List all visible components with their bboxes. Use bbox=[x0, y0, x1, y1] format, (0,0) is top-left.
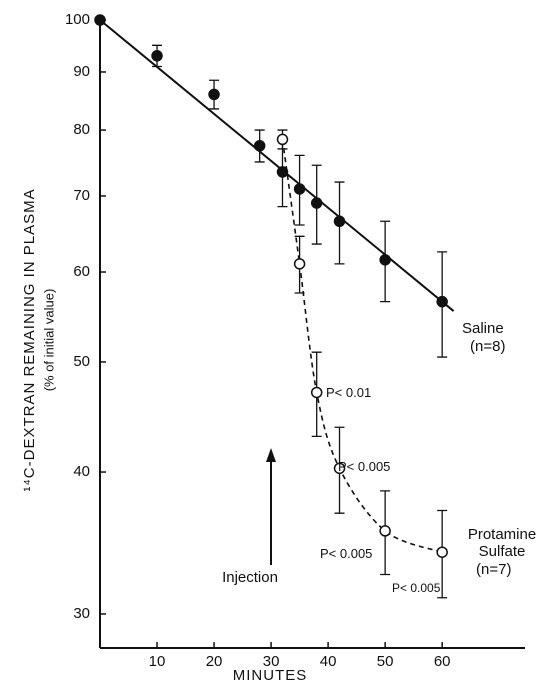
y-tick-label: 60 bbox=[73, 263, 90, 280]
data-point bbox=[379, 254, 391, 266]
data-point bbox=[253, 139, 266, 152]
data-point bbox=[436, 295, 448, 308]
data-point bbox=[293, 258, 306, 270]
y-tick-label: 80 bbox=[73, 121, 90, 138]
data-point bbox=[276, 133, 289, 146]
y-tick-label: 50 bbox=[73, 353, 90, 370]
annotation: P< 0.005 bbox=[392, 581, 441, 595]
y-axis-sublabel: (% of initial value) bbox=[41, 289, 56, 392]
data-point bbox=[94, 14, 106, 26]
y-tick-label: 100 bbox=[65, 11, 90, 28]
trend-curve bbox=[281, 139, 443, 553]
x-tick-label: 20 bbox=[206, 653, 223, 670]
y-tick-label: 90 bbox=[73, 63, 90, 80]
annotation: P< 0.005 bbox=[320, 546, 373, 561]
data-point bbox=[208, 88, 220, 101]
x-tick-label: 10 bbox=[149, 653, 166, 670]
data-point bbox=[333, 462, 346, 475]
data-point bbox=[310, 197, 323, 209]
injection-label: Injection bbox=[222, 569, 278, 586]
y-axis-label: ¹⁴C-DEXTRAN REMAINING IN PLASMA bbox=[21, 188, 38, 491]
data-point bbox=[151, 50, 163, 62]
series-n: (n=8) bbox=[470, 338, 506, 355]
series-n: (n=7) bbox=[476, 561, 512, 578]
series-label: Protamine Sulfate bbox=[467, 526, 537, 560]
data-point bbox=[379, 525, 391, 537]
annotation: P< 0.005 bbox=[338, 459, 391, 474]
x-tick-label: 30 bbox=[263, 653, 280, 670]
fit-line bbox=[99, 19, 455, 312]
injection-arrowhead bbox=[266, 448, 276, 462]
x-tick-label: 40 bbox=[320, 653, 337, 670]
annotation: P< 0.01 bbox=[326, 385, 372, 400]
data-point bbox=[293, 183, 306, 195]
x-tick-label: 50 bbox=[377, 653, 394, 670]
series-label: Saline bbox=[462, 320, 504, 337]
data-point bbox=[436, 546, 448, 558]
x-axis-label: MINUTES bbox=[233, 667, 308, 684]
y-tick-label: 70 bbox=[73, 187, 90, 204]
y-tick-label: 30 bbox=[73, 605, 90, 622]
y-tick-label: 40 bbox=[73, 463, 90, 480]
data-point bbox=[276, 166, 289, 178]
data-point bbox=[310, 386, 323, 399]
data-point bbox=[333, 215, 346, 228]
x-tick-label: 60 bbox=[434, 653, 451, 670]
